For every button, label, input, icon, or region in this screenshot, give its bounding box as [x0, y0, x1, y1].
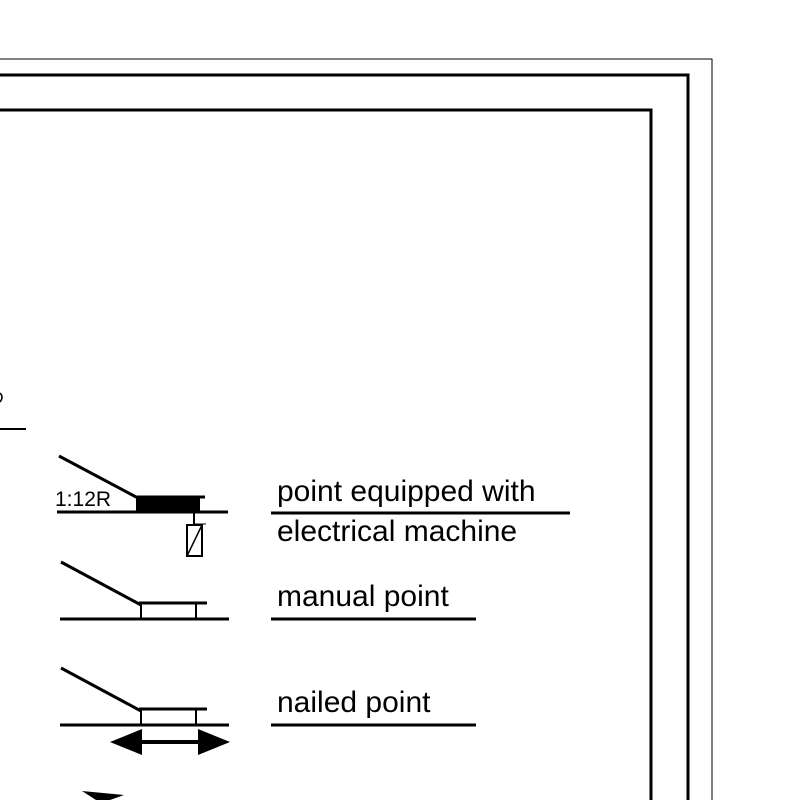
- inner-border: [0, 108, 653, 800]
- outer-border: [0, 58, 713, 800]
- double-arrow-icon: [110, 729, 230, 755]
- ratio-label: 1:12R: [55, 488, 111, 511]
- partial-symbol-fragment: [82, 791, 124, 800]
- nailed-point-symbol: [60, 666, 230, 755]
- electrical-point-label-line-1: point equipped with: [277, 475, 536, 508]
- manual-point-label: manual point: [277, 580, 449, 613]
- electrical-point-symbol: 1:12R: [55, 454, 228, 557]
- electrical-point-label-line-2: electrical machine: [277, 515, 518, 548]
- edge-mark-fragment: [0, 392, 3, 403]
- manual-point-symbol: [60, 560, 229, 621]
- middle-border: [0, 73, 690, 800]
- nailed-point-label: nailed point: [277, 686, 431, 719]
